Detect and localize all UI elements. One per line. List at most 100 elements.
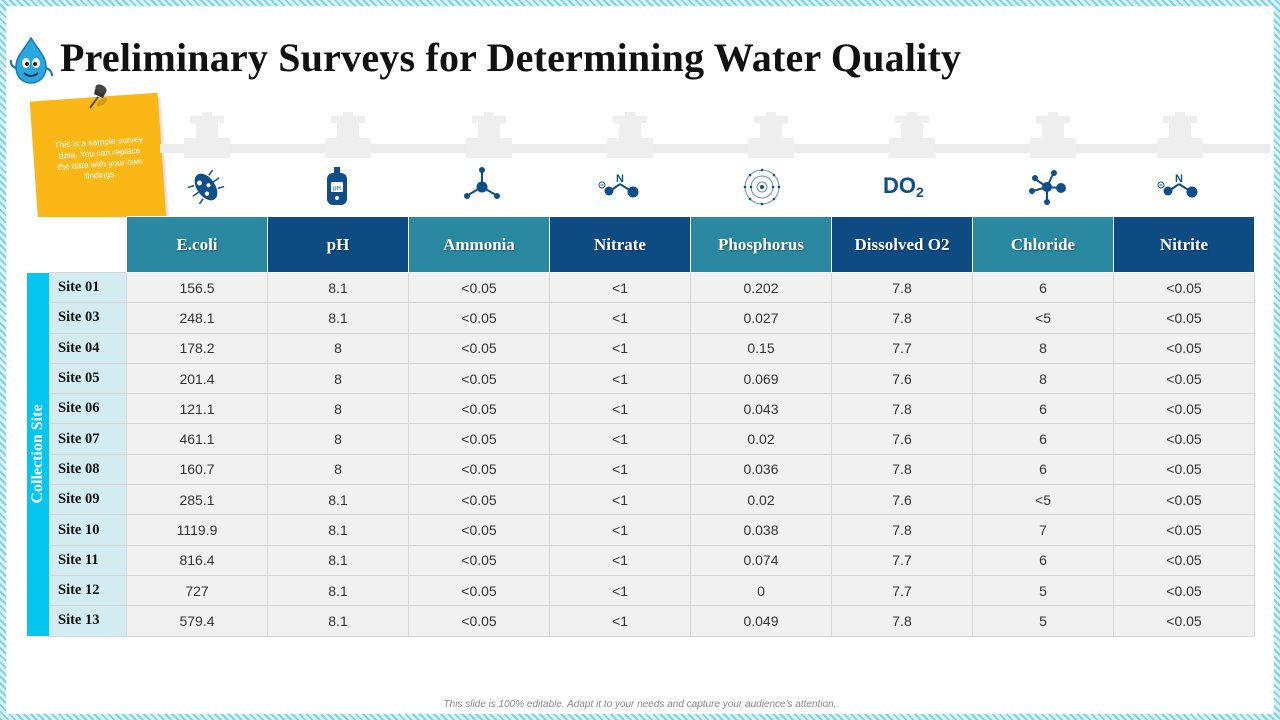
ammonia-cell: <0.05 <box>408 302 550 334</box>
nitrite-cell: <0.05 <box>1113 544 1255 576</box>
ph-cell: 8.1 <box>267 302 409 334</box>
nitrate-cell: <1 <box>549 393 691 425</box>
chloride-cell: 8 <box>972 332 1114 364</box>
nitrate-cell: <1 <box>549 484 691 516</box>
ph-cell: 8 <box>267 332 409 364</box>
collection-site-label-text: Collection Site <box>29 404 46 504</box>
phosphorus-cell: 0.027 <box>690 302 832 334</box>
header-chloride: Chloride <box>972 216 1114 273</box>
ph-cell: 8 <box>267 362 409 395</box>
ammonia-cell: <0.05 <box>408 574 550 607</box>
header-nitrite: Nitrite <box>1113 216 1255 273</box>
ecoli-cell: 816.4 <box>126 544 268 576</box>
ecoli-cell: 201.4 <box>126 362 268 395</box>
chloride-cell: <5 <box>972 302 1114 334</box>
pipe-decoration <box>160 112 1270 158</box>
phosphorus-cell: 0.202 <box>690 271 832 304</box>
ecoli-cell: 248.1 <box>126 302 268 334</box>
chloride-cell: 7 <box>972 514 1114 546</box>
nitrite-cell: <0.05 <box>1113 302 1255 334</box>
site-name-cell: Site 13 <box>49 605 127 637</box>
ph-meter-icon: pH <box>327 167 347 205</box>
do2-icon: DO2 <box>883 173 924 200</box>
site-name-cell: Site 07 <box>49 423 127 455</box>
header-ammonia: Ammonia <box>408 216 550 273</box>
collection-site-label: Collection Site <box>27 272 50 637</box>
ph-cell: 8 <box>267 423 409 455</box>
dissolved-o2-cell: 7.6 <box>831 423 973 455</box>
site-name-cell: Site 01 <box>49 271 127 304</box>
header-dissolved-o2: Dissolved O2 <box>831 216 973 273</box>
site-name-cell: Site 10 <box>49 514 127 546</box>
chloride-cell: 6 <box>972 544 1114 576</box>
nitrate-cell: <1 <box>549 605 691 637</box>
ph-cell: 8.1 <box>267 271 409 304</box>
table-row: Site 07 461.1 8 <0.05 <1 0.02 7.6 6 <0.05 <box>27 423 1255 455</box>
site-name-cell: Site 08 <box>49 453 127 486</box>
phosphorus-cell: 0.069 <box>690 362 832 395</box>
ecoli-cell: 1119.9 <box>126 514 268 546</box>
table-header-row: E.coli pH Ammonia Nitrate Phosphorus Dis… <box>27 216 1255 273</box>
nitrite-cell: <0.05 <box>1113 514 1255 546</box>
chloride-cell: 6 <box>972 393 1114 425</box>
ecoli-cell: 121.1 <box>126 393 268 425</box>
site-name-cell: Site 04 <box>49 332 127 364</box>
site-name-cell: Site 05 <box>49 362 127 395</box>
ammonia-cell: <0.05 <box>408 484 550 516</box>
ammonia-cell: <0.05 <box>408 605 550 637</box>
phosphorus-cell: 0 <box>690 574 832 607</box>
site-name-cell: Site 11 <box>49 544 127 576</box>
table-row: Site 13 579.4 8.1 <0.05 <1 0.049 7.8 5 <0.05 <box>27 605 1255 637</box>
ammonia-cell: <0.05 <box>408 423 550 455</box>
site-name-cell: Site 09 <box>49 484 127 516</box>
ph-cell: 8.1 <box>267 484 409 516</box>
header-nitrate: Nitrate <box>549 216 691 273</box>
dissolved-o2-cell: 7.7 <box>831 574 973 607</box>
do2-icon-main: DO <box>883 173 916 198</box>
ecoli-cell: 461.1 <box>126 423 268 455</box>
ammonia-cell: <0.05 <box>408 514 550 546</box>
svg-text:N: N <box>1175 173 1183 185</box>
phosphorus-cell: 0.15 <box>690 332 832 364</box>
nitrite-cell: <0.05 <box>1113 423 1255 455</box>
nitrite-cell: <0.05 <box>1113 605 1255 637</box>
nitrate-cell: <1 <box>549 332 691 364</box>
nitrite-cell: <0.05 <box>1113 393 1255 425</box>
dissolved-o2-cell: 7.6 <box>831 362 973 395</box>
pushpin-icon <box>89 84 108 109</box>
ph-cell: 8.1 <box>267 605 409 637</box>
nitrite-cell: <0.05 <box>1113 362 1255 395</box>
ammonia-cell: <0.05 <box>408 271 550 304</box>
dissolved-o2-cell: 7.8 <box>831 393 973 425</box>
nitrate-cell: <1 <box>549 362 691 395</box>
ecoli-cell: 727 <box>126 574 268 607</box>
table-row: Site 04 178.2 8 <0.05 <1 0.15 7.7 8 <0.05 <box>27 332 1255 364</box>
nitrite-cell: <0.05 <box>1113 332 1255 364</box>
ammonia-cell: <0.05 <box>408 544 550 576</box>
dissolved-o2-cell: 7.8 <box>831 453 973 486</box>
ecoli-cell: 160.7 <box>126 453 268 486</box>
nitrate-cell: <1 <box>549 514 691 546</box>
header-ecoli: E.coli <box>126 216 268 273</box>
chloride-cell: 6 <box>972 271 1114 304</box>
phosphorus-cell: 0.049 <box>690 605 832 637</box>
phosphorus-cell: 0.02 <box>690 423 832 455</box>
bacteria-icon <box>187 169 225 205</box>
header-phosphorus: Phosphorus <box>690 216 832 273</box>
nitrate-cell: <1 <box>549 574 691 607</box>
table-row: Site 08 160.7 8 <0.05 <1 0.036 7.8 6 <0.05 <box>27 453 1255 486</box>
nitrate-cell: <1 <box>549 423 691 455</box>
dissolved-o2-cell: 7.8 <box>831 605 973 637</box>
nitrite-molecule-icon: N <box>1157 173 1198 198</box>
water-drop-mascot-icon <box>9 36 53 84</box>
ammonia-cell: <0.05 <box>408 332 550 364</box>
nitrite-cell: <0.05 <box>1113 484 1255 516</box>
ph-cell: 8 <box>267 393 409 425</box>
chloride-cell: 5 <box>972 574 1114 607</box>
atom-icon <box>743 168 781 206</box>
chloride-cell: <5 <box>972 484 1114 516</box>
chloride-cell: 6 <box>972 423 1114 455</box>
phosphorus-cell: 0.02 <box>690 484 832 516</box>
table-row: Site 12 727 8.1 <0.05 <1 0 7.7 5 <0.05 <box>27 574 1255 607</box>
ecoli-cell: 579.4 <box>126 605 268 637</box>
